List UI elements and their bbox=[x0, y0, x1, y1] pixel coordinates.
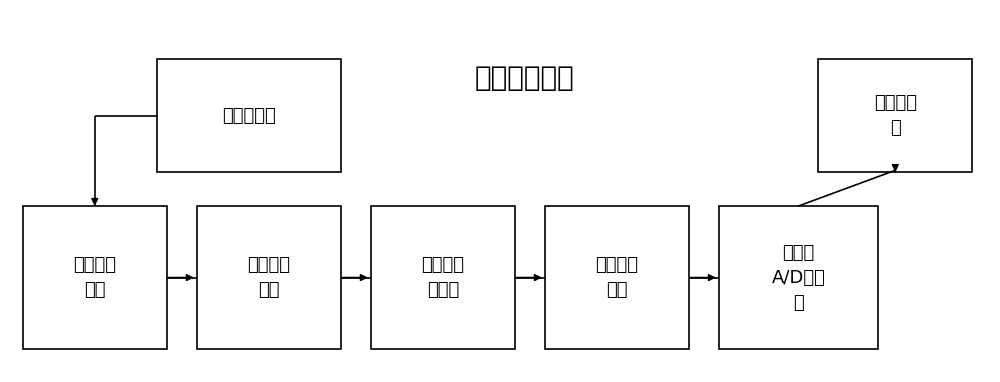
Text: 抗混叠滤
波电路: 抗混叠滤 波电路 bbox=[421, 256, 464, 299]
Text: 单片机系
统: 单片机系 统 bbox=[874, 94, 917, 137]
Text: 恒流源电路: 恒流源电路 bbox=[222, 107, 276, 125]
Bar bbox=[371, 206, 515, 349]
Bar bbox=[719, 206, 878, 349]
Bar bbox=[157, 59, 341, 172]
Text: 四线制铂
电阻: 四线制铂 电阻 bbox=[73, 256, 116, 299]
Bar bbox=[23, 206, 167, 349]
Text: 高精度
A/D转换
器: 高精度 A/D转换 器 bbox=[771, 244, 825, 312]
Bar bbox=[818, 59, 972, 172]
Text: 仪用放大
电路: 仪用放大 电路 bbox=[247, 256, 290, 299]
Text: 信号调理电路: 信号调理电路 bbox=[475, 64, 575, 92]
Bar bbox=[197, 206, 341, 349]
Bar bbox=[545, 206, 689, 349]
Text: 采样保持
电路: 采样保持 电路 bbox=[595, 256, 638, 299]
